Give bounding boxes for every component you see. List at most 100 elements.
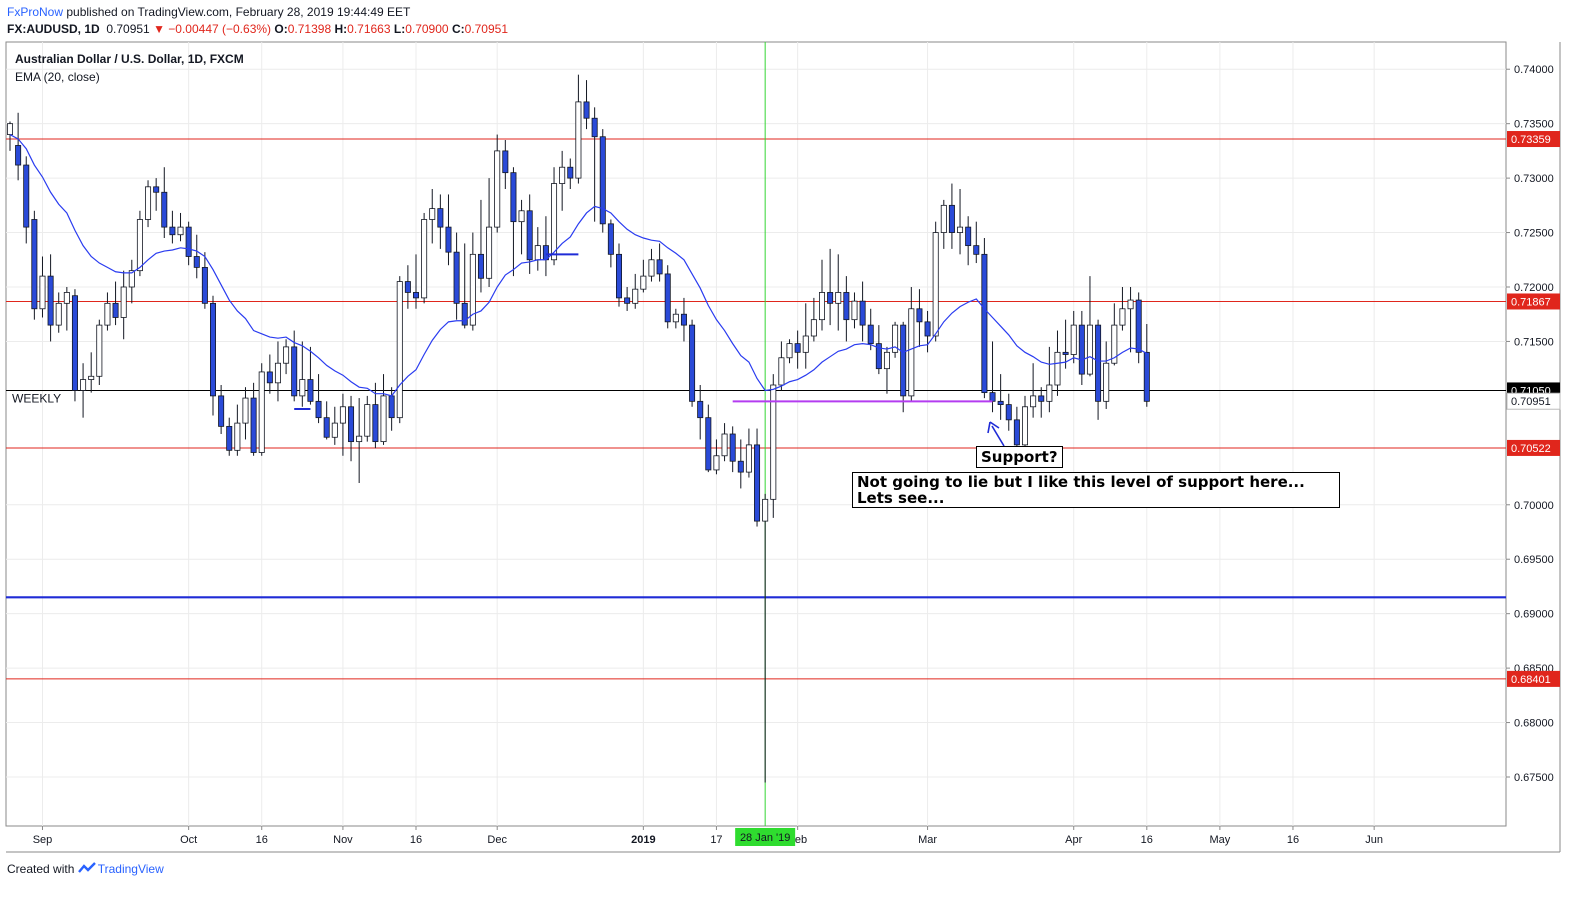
x-tick-label: 2019	[631, 834, 655, 846]
low-value: 0.70900	[405, 22, 449, 36]
y-tick-label: 0.72500	[1514, 228, 1554, 240]
candle-body	[7, 123, 13, 135]
comment-line-1: Not going to lie but I like this level o…	[857, 473, 1305, 491]
candle-body	[96, 324, 103, 377]
x-tick-label: 16	[1287, 834, 1299, 846]
candle-body	[957, 226, 964, 233]
x-tick-label: 16	[410, 834, 422, 846]
support-arrow-head	[987, 421, 1000, 434]
author-link[interactable]: FxProNow	[7, 5, 64, 19]
candle-body	[120, 286, 127, 318]
candle-body	[762, 498, 769, 522]
symbol-info: FX:AUDUSD, 1D 0.70951 ▼ −0.00447 (−0.63%…	[7, 22, 508, 36]
x-tick-label: 16	[256, 834, 268, 846]
candle-body	[526, 210, 533, 261]
candle-body	[648, 259, 655, 277]
x-tick-label: Oct	[180, 834, 197, 846]
crosshair-label: 28 Jan '19	[740, 832, 790, 844]
open-value: 0.71398	[287, 22, 332, 36]
x-tick-label: Sep	[33, 834, 53, 846]
candle-body	[421, 219, 428, 299]
price-label-bg	[1507, 293, 1560, 310]
candle-body	[745, 444, 752, 473]
candle-body	[1022, 406, 1029, 446]
price-label-bg	[1507, 131, 1560, 148]
candle-body	[226, 425, 233, 451]
candle-body	[161, 191, 168, 228]
candle-body	[445, 226, 452, 253]
candle-body	[583, 101, 590, 119]
last-price-label: 0.70951	[1511, 396, 1551, 408]
close-value: 0.70951	[464, 22, 508, 36]
price-label: 0.70522	[1511, 443, 1551, 455]
candle-body	[494, 150, 501, 228]
candle-body	[892, 324, 899, 353]
candle-body	[518, 210, 525, 223]
candle-body	[348, 406, 355, 443]
y-tick-label: 0.69000	[1514, 609, 1554, 621]
candle-body	[997, 400, 1004, 406]
candle-body	[153, 186, 160, 193]
price-label-bg	[1507, 439, 1560, 456]
candle-body	[932, 232, 939, 337]
last-price-label-bg	[1506, 392, 1561, 410]
candle-body	[404, 281, 411, 293]
candle-body	[80, 379, 87, 391]
candle-body	[218, 395, 225, 427]
y-tick-label: 0.73500	[1514, 119, 1554, 131]
candle-body	[307, 379, 314, 402]
candle-body	[794, 343, 801, 353]
candle-body	[258, 371, 265, 453]
high-label: H:	[334, 22, 348, 36]
candle-body	[477, 253, 484, 279]
comment-annotation: Not going to lie but I like this level o…	[852, 472, 1340, 508]
candle-body	[835, 292, 842, 304]
y-tick-label: 0.71500	[1514, 336, 1554, 348]
candle-body	[754, 444, 761, 522]
low-label: L:	[393, 22, 406, 36]
candle-body	[843, 292, 850, 321]
price-label: 0.68401	[1511, 674, 1551, 686]
candle-body	[989, 392, 996, 402]
candle-body	[770, 384, 777, 500]
tradingview-link[interactable]: TradingView	[97, 862, 164, 876]
candle-body	[640, 275, 647, 290]
x-tick-label: Dec	[487, 834, 507, 846]
candle-body	[575, 101, 582, 179]
candle-body	[705, 417, 712, 471]
candle-body	[624, 297, 631, 304]
candle-body	[616, 253, 623, 299]
candle-body	[713, 455, 720, 471]
candle-body	[1111, 324, 1118, 364]
candle-body	[242, 397, 249, 424]
y-tick-label: 0.74000	[1514, 64, 1554, 76]
candle-body	[802, 335, 809, 353]
candle-body	[502, 150, 509, 174]
created-with: Created with	[7, 862, 75, 876]
candle-body	[201, 266, 208, 304]
candle-body	[948, 204, 955, 233]
candle-body	[299, 379, 306, 397]
candle-body	[266, 371, 273, 384]
candle-body	[940, 204, 947, 233]
candle-body	[1103, 362, 1110, 402]
candle-body	[104, 302, 111, 326]
candle-body	[136, 219, 143, 272]
candle-body	[1013, 419, 1020, 446]
support-arrow	[991, 425, 1005, 447]
candle-body	[916, 308, 923, 323]
price-label: 0.73359	[1511, 134, 1551, 146]
candle-body	[88, 375, 95, 380]
candle-body	[689, 324, 696, 402]
x-tick-label: Mar	[918, 834, 937, 846]
tradingview-logo-icon	[77, 862, 98, 876]
candle-body	[867, 324, 874, 345]
crosshair-label-bg	[735, 828, 796, 846]
candle-body	[339, 406, 346, 424]
candle-body	[331, 422, 338, 438]
candle-body	[965, 226, 972, 247]
candle-body	[908, 308, 915, 397]
y-tick-label: 0.69500	[1514, 554, 1554, 566]
candle-body	[924, 321, 931, 337]
